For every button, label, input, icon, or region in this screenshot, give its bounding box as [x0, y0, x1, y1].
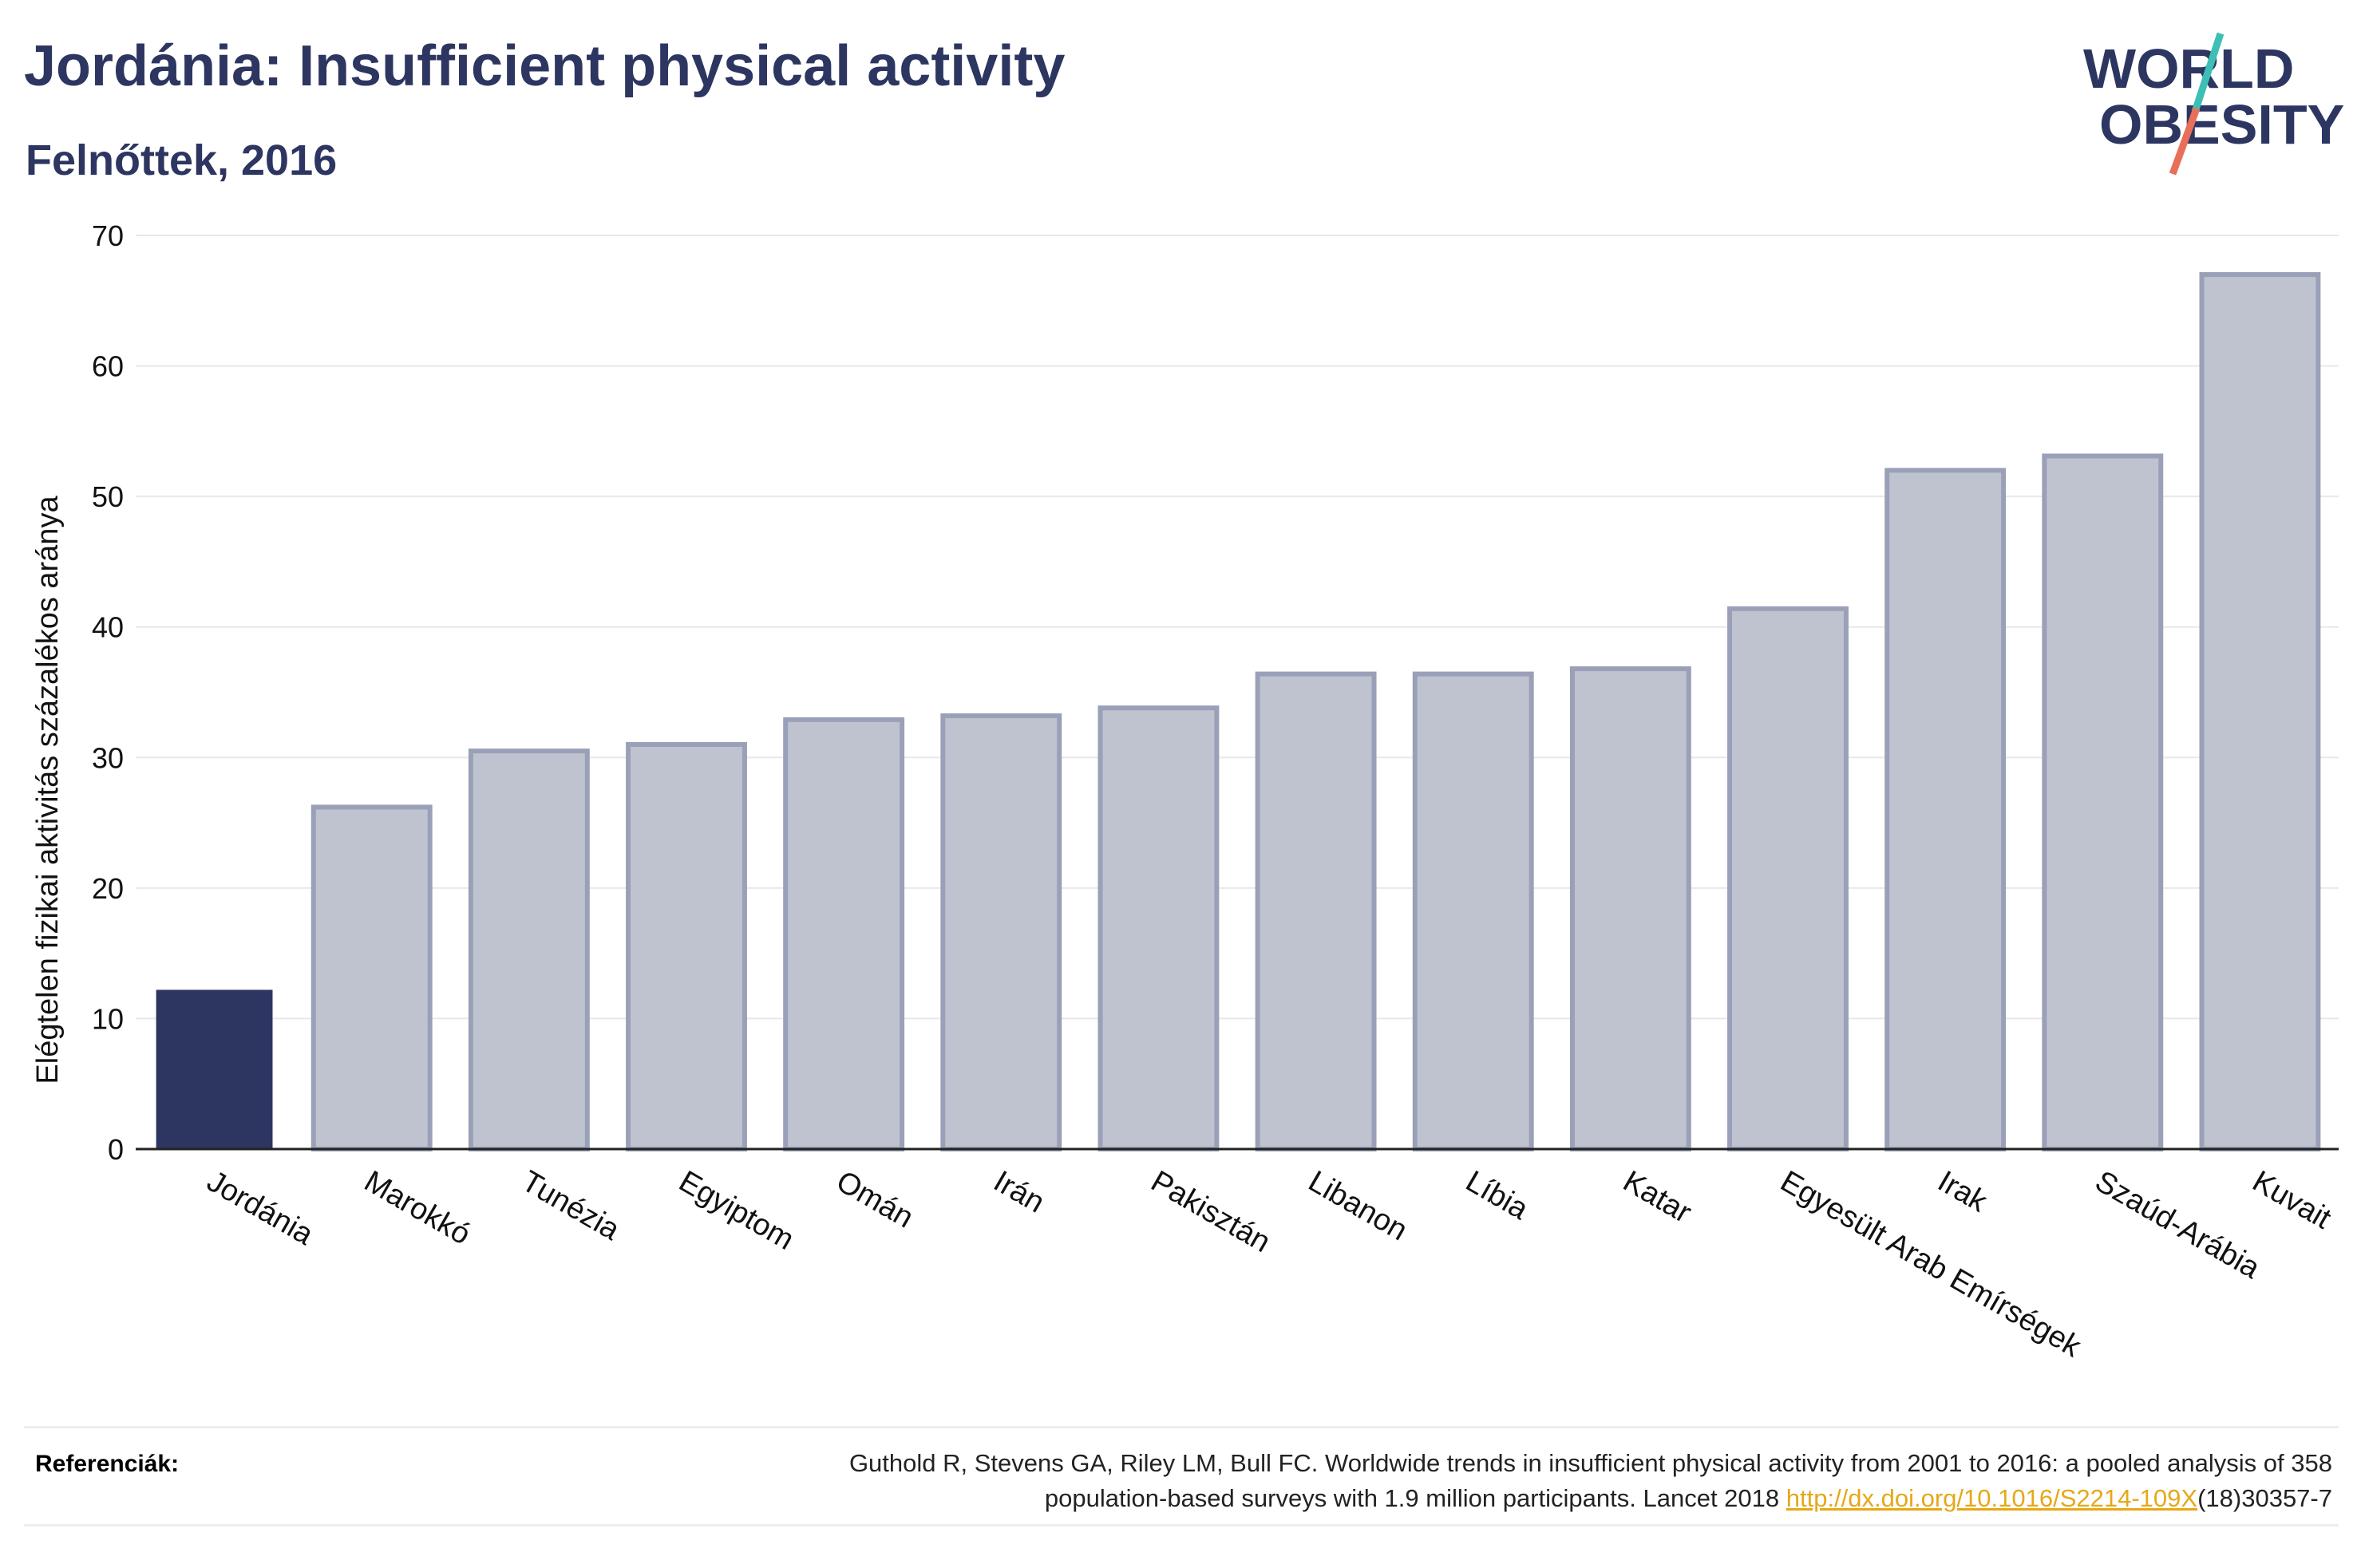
x-tick-label: Irán	[988, 1164, 1050, 1219]
bar-13	[2199, 272, 2321, 1152]
x-axis-ticks: Jordánia Marokkó Tunézia Egyiptom Omán Irán Pa…	[201, 1164, 2337, 1364]
reference-doi-link[interactable]: http://dx.doi.org/10.1016/S2214-109X	[1786, 1484, 2198, 1512]
references-bottom-divider	[24, 1524, 2339, 1527]
y-tick-label: 60	[92, 350, 124, 383]
x-tick-label: Omán	[831, 1164, 919, 1234]
references-label: Referenciák:	[35, 1451, 180, 1477]
x-tick-label: Libanon	[1303, 1164, 1413, 1247]
bar-7	[1255, 671, 1377, 1151]
x-tick-label: Egyiptom	[674, 1164, 800, 1257]
y-tick-label: 30	[92, 741, 124, 774]
logo-slash-top	[2191, 32, 2225, 113]
x-tick-label: Jordánia	[201, 1164, 319, 1252]
logo-slash-bottom	[2169, 107, 2201, 176]
bar-6	[1097, 705, 1220, 1151]
logo-line-2: OBESITY	[2099, 93, 2344, 156]
chart-title: Jordánia: Insufficient physical activity	[24, 34, 1066, 98]
world-obesity-logo: WORLD OBESITY	[2083, 32, 2344, 176]
references-top-divider	[24, 1426, 2339, 1428]
x-tick-label: Irak	[1932, 1164, 1994, 1219]
bar-0	[156, 989, 273, 1149]
y-axis-label: Elégtelen fizikai aktivitás százalékos a…	[31, 496, 65, 1084]
x-tick-label: Marokkó	[358, 1164, 476, 1251]
x-tick-label: Katar	[1617, 1164, 1697, 1230]
bar-4	[783, 717, 905, 1151]
bar-3	[626, 741, 747, 1152]
reference-line-2: population-based surveys with 1.9 millio…	[1044, 1484, 1786, 1512]
x-tick-label: Pakisztán	[1145, 1164, 1276, 1259]
bar-9	[1569, 666, 1691, 1151]
bars	[156, 272, 2321, 1152]
logo-line-1: WORLD	[2083, 38, 2294, 100]
grid-lines	[136, 235, 2339, 1020]
y-axis-ticks: 0 10 20 30 40 50 60 70	[92, 219, 124, 1166]
reference-line-2-suffix: (18)30357-7	[2197, 1484, 2332, 1512]
bar-8	[1412, 671, 1534, 1151]
y-tick-label: 10	[92, 1002, 124, 1035]
references-text: Guthold R, Stevens GA, Riley LM, Bull FC…	[496, 1446, 2332, 1516]
bar-11	[1884, 468, 2007, 1151]
bar-chart: 0 10 20 30 40 50 60 70 Jordánia Marokkó Tunézia Eg…	[31, 219, 2339, 1365]
chart-subtitle: Felnőttek, 2016	[26, 136, 338, 184]
x-tick-label: Tunézia	[516, 1164, 626, 1247]
reference-line-1: Guthold R, Stevens GA, Riley LM, Bull FC…	[848, 1449, 2332, 1477]
bar-5	[940, 713, 1062, 1151]
bar-10	[1727, 606, 1849, 1152]
y-tick-label: 20	[92, 872, 124, 905]
x-tick-label: Kuvait	[2247, 1164, 2337, 1235]
y-tick-label: 0	[108, 1133, 124, 1166]
bar-1	[310, 804, 433, 1151]
x-tick-label: Szaúd-Arábia	[2090, 1164, 2266, 1286]
x-tick-label: Líbia	[1460, 1164, 1534, 1226]
bar-12	[2042, 453, 2164, 1151]
x-tick-label: Egyesült Arab Emírségek	[1775, 1164, 2087, 1364]
y-tick-label: 40	[92, 611, 124, 644]
y-tick-label: 50	[92, 480, 124, 513]
bar-2	[468, 748, 590, 1151]
y-tick-label: 70	[92, 219, 124, 252]
